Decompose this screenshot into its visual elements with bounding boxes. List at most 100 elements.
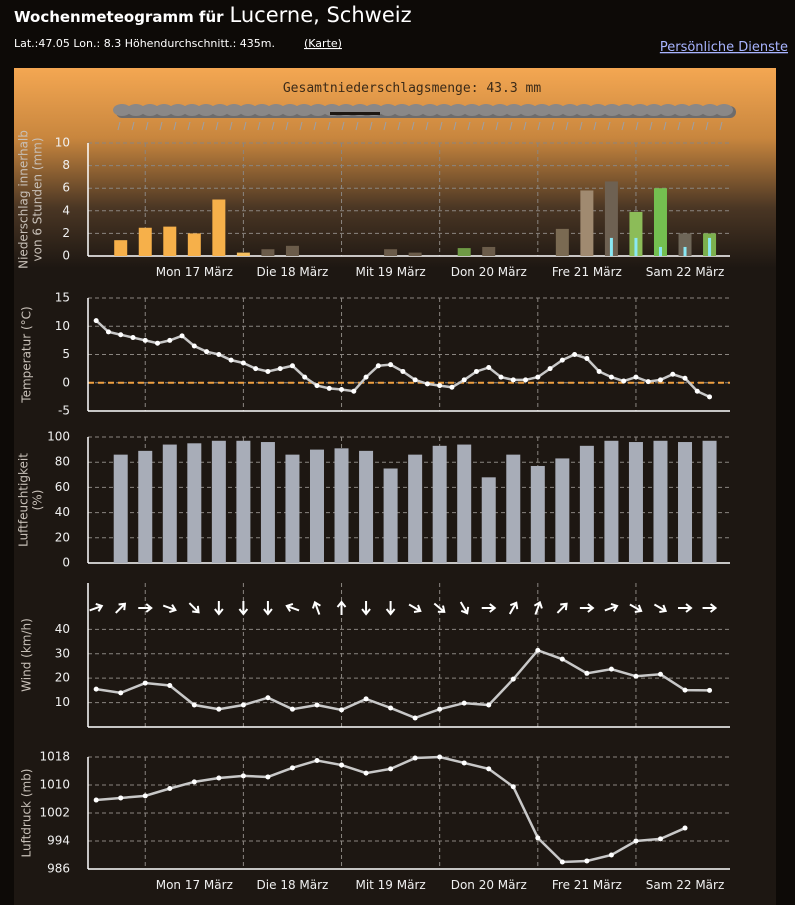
cloud [575,104,593,116]
bar [138,450,153,563]
point [351,388,357,394]
cloud [421,104,439,116]
cloud [491,104,509,116]
wind-arrow [385,601,396,616]
precip-glyph [299,121,303,131]
point [216,352,222,357]
y-tick-label: 10 [55,695,70,709]
bar [482,246,496,256]
cloud [505,104,523,116]
point [118,332,124,338]
y-tick-label: 986 [47,862,70,876]
point [633,838,639,844]
point [412,715,418,721]
point [105,329,111,335]
wind-arrow [336,600,347,615]
precip-glyph [159,121,163,131]
point [93,797,99,803]
bar [653,440,668,563]
point [596,368,602,374]
bar [708,237,712,256]
map-link[interactable]: (Karte) [304,37,342,50]
weather-icons [113,104,736,131]
point [277,366,283,372]
bar [309,449,324,563]
precip-glyph [187,121,191,131]
point [363,696,369,702]
x-tick-label: Mon 17 März [156,265,233,279]
point [216,775,222,781]
wind-arrow [556,602,568,614]
precip-glyph [117,121,121,131]
point [142,680,148,686]
precip-glyph [369,121,373,131]
cloud [239,104,257,116]
bar [555,458,570,563]
point [265,695,271,701]
point [142,793,148,799]
bar [457,248,471,256]
cloud [295,104,313,116]
cloud [449,104,467,116]
point [118,795,124,801]
cloud [183,104,201,116]
bar [506,454,521,563]
cloud-gap [330,112,380,115]
cloud [631,104,649,116]
bar [261,249,275,256]
wind-arrow [702,603,718,613]
x-tick-label: Sam 22 März [646,878,725,892]
point [326,385,332,391]
cloud [127,104,145,116]
precip-glyph [397,121,401,131]
bar [555,228,569,256]
wind-arrow [214,601,224,616]
bar [359,450,374,563]
bar [236,440,251,563]
point [608,666,614,672]
precip-glyph [481,121,485,131]
cloud [659,104,677,116]
cloud [589,104,607,116]
point [240,360,246,366]
y-axis-label: Niederschlag innerhalb [17,130,31,269]
point [510,377,516,383]
point [657,377,663,383]
wind-arrow [481,603,497,613]
precip-glyph [593,121,597,131]
y-axis-label: (%) [31,490,45,511]
x-tick-label: Die 18 März [257,265,329,279]
bar [481,477,496,563]
wind-arrow [459,601,470,615]
y-tick-label: 100 [47,430,70,444]
bar [384,249,398,256]
precip-glyph [509,121,513,131]
wind-arrow [361,601,371,616]
wind-arrow [263,601,273,616]
cloud [687,104,705,116]
y-tick-label: 60 [55,480,70,494]
cloud [211,104,229,116]
point [93,686,99,692]
wind-arrow [508,601,519,615]
services-link[interactable]: Persönliche Dienste [660,40,788,55]
bar [260,442,275,563]
y-tick-label: 40 [55,622,70,636]
point [191,702,197,708]
precip-glyph [705,121,709,131]
point [289,363,295,369]
bar [163,226,177,256]
bar [678,442,693,563]
point [191,779,197,785]
point [289,706,295,712]
x-tick-label: Fre 21 März [552,878,622,892]
wind-arrow [604,602,619,612]
bar [162,444,177,563]
point [240,702,246,708]
y-tick-label: 10 [55,136,70,150]
point [155,340,161,346]
cloud [267,104,285,116]
cloud [547,104,565,116]
